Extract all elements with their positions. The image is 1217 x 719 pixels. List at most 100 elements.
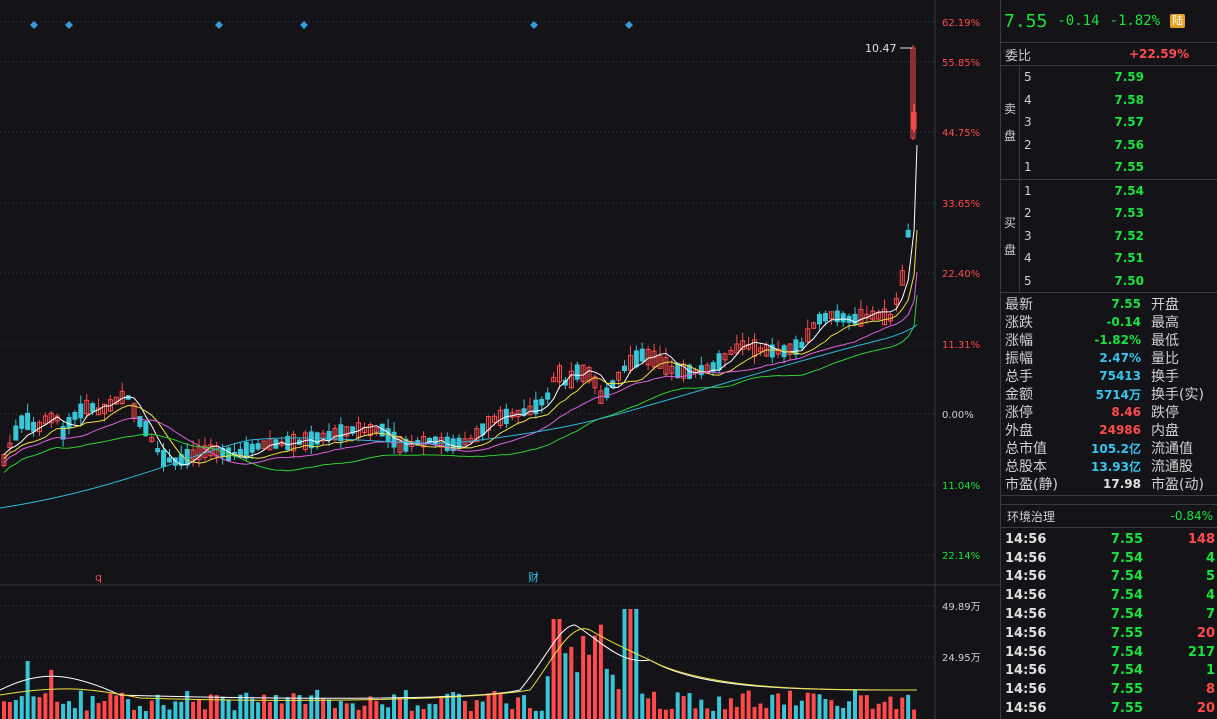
price-axis-label: 62.19%: [942, 18, 980, 29]
candle-body: [90, 403, 96, 413]
buy-level-row[interactable]: 1 7.54: [1020, 180, 1217, 203]
buy-level: 4: [1024, 251, 1032, 266]
stat-label-secondary: 量比: [1151, 351, 1179, 367]
candle-body: [627, 354, 633, 371]
last-price: 7.55: [1004, 10, 1048, 32]
candle-body: [698, 365, 704, 376]
price-axis-label: 55.85%: [942, 58, 980, 69]
volume-bar: [782, 704, 787, 719]
candle-body: [604, 387, 610, 399]
kline-chart-area[interactable]: 62.19% 55.85% 44.75% 33.65% 22.40% 11.31% 0.00…: [0, 0, 1000, 719]
candle-body: [326, 430, 332, 441]
event-marker-icon: [625, 21, 633, 29]
candle-body: [787, 343, 793, 355]
tick-price: 7.54: [1110, 550, 1143, 566]
sell-level: 2: [1024, 137, 1032, 152]
volume-bar: [533, 710, 538, 719]
candle-body: [438, 437, 444, 448]
volume-bar: [628, 609, 633, 719]
sell-level-row[interactable]: 1 7.55: [1020, 156, 1217, 179]
volume-bar: [13, 700, 18, 719]
candle-body: [31, 421, 37, 432]
sell-level: 3: [1024, 115, 1032, 130]
candle-body: [811, 322, 817, 329]
tick-volume: 20: [1196, 625, 1215, 641]
stat-value: 8.46: [1111, 405, 1141, 419]
sector-row[interactable]: 环境治理 -0.84%: [1001, 504, 1217, 528]
volume-bar: [486, 693, 491, 719]
volume-bar: [551, 619, 556, 719]
tick-price: 7.55: [1110, 682, 1143, 698]
volume-bar: [338, 701, 343, 719]
sell-level-row[interactable]: 5 7.59: [1020, 66, 1217, 89]
sell-level-row[interactable]: 3 7.57: [1020, 111, 1217, 134]
volume-bar: [894, 709, 899, 719]
candle-body: [551, 376, 557, 383]
volume-bar: [31, 696, 36, 719]
buy-level-row[interactable]: 2 7.53: [1020, 202, 1217, 225]
tick-row: 14:56 7.55 148: [1001, 530, 1217, 549]
volume-bar: [262, 694, 267, 719]
candle-body: [840, 313, 846, 323]
tick-row: 14:56 7.54 4: [1001, 549, 1217, 568]
candle-body: [255, 443, 261, 450]
candle-body: [249, 443, 255, 453]
tick-time: 14:56: [1005, 644, 1047, 660]
candle-body: [66, 417, 72, 428]
candle-body: [344, 426, 350, 437]
volume-bar: [504, 703, 509, 719]
stat-label-secondary: 最低: [1151, 333, 1179, 349]
event-label: 财: [528, 570, 539, 584]
candle-body: [166, 457, 172, 463]
candle-body: [237, 448, 243, 456]
volume-bar: [84, 710, 89, 719]
kline-chart[interactable]: 62.19% 55.85% 44.75% 33.65% 22.40% 11.31% 0.00…: [0, 0, 1000, 719]
candle-body: [13, 425, 19, 441]
price-change: -0.14: [1057, 13, 1100, 29]
ma60-line: [0, 324, 918, 509]
tick-row: 14:56 7.54 4: [1001, 586, 1217, 605]
volume-bar: [386, 707, 391, 719]
volume-bar: [728, 698, 733, 719]
candle-body: [391, 431, 397, 448]
buy-level-row[interactable]: 5 7.50: [1020, 270, 1217, 293]
tick-time: 14:56: [1005, 625, 1047, 641]
buy-level-row[interactable]: 4 7.51: [1020, 247, 1217, 270]
tick-price: 7.55: [1110, 625, 1143, 641]
volume-bar: [403, 690, 408, 719]
candle-body: [78, 403, 84, 419]
candle-body: [350, 426, 356, 434]
volume-bar: [717, 696, 722, 719]
volume-bar: [137, 705, 142, 719]
candle-body: [610, 380, 616, 388]
quote-panel: 7.55 -0.14 -1.82% 陆 委比 +22.59% 卖盘 5 7.59 4…: [1000, 0, 1217, 719]
candle-body: [799, 341, 805, 349]
sell-price: 7.58: [1114, 92, 1144, 107]
stat-row: 金额 5714万 换手(实): [1005, 385, 1217, 403]
candle-body: [805, 328, 811, 343]
sell-level-row[interactable]: 4 7.58: [1020, 89, 1217, 112]
sell-level-row[interactable]: 2 7.56: [1020, 134, 1217, 157]
candle-body: [190, 449, 196, 460]
stat-label: 总股本: [1005, 459, 1047, 475]
volume-bar: [587, 654, 592, 719]
candle-body: [131, 403, 137, 420]
volume-bar: [604, 668, 609, 719]
volume-bar: [445, 693, 450, 719]
tick-list[interactable]: 14:56 7.55 148 14:56 7.54 4 14:56 7.54 5 14:56 7.5…: [1001, 528, 1217, 718]
tick-price: 7.54: [1110, 607, 1143, 623]
tick-price: 7.54: [1110, 663, 1143, 679]
volume-ma5-line: [0, 624, 918, 699]
candle-body: [184, 448, 190, 466]
volume-bar: [273, 694, 278, 719]
tick-price: 7.54: [1110, 588, 1143, 604]
market-badge[interactable]: 陆: [1170, 14, 1186, 28]
candle-body: [291, 433, 297, 452]
volume-bar: [356, 709, 361, 719]
candle-body: [155, 448, 161, 453]
candle-body: [710, 362, 716, 372]
buy-level-row[interactable]: 3 7.52: [1020, 225, 1217, 248]
sector-name: 环境治理: [1007, 509, 1056, 524]
volume-bar: [197, 699, 202, 719]
stat-row: 涨停 8.46 跌停: [1005, 403, 1217, 421]
